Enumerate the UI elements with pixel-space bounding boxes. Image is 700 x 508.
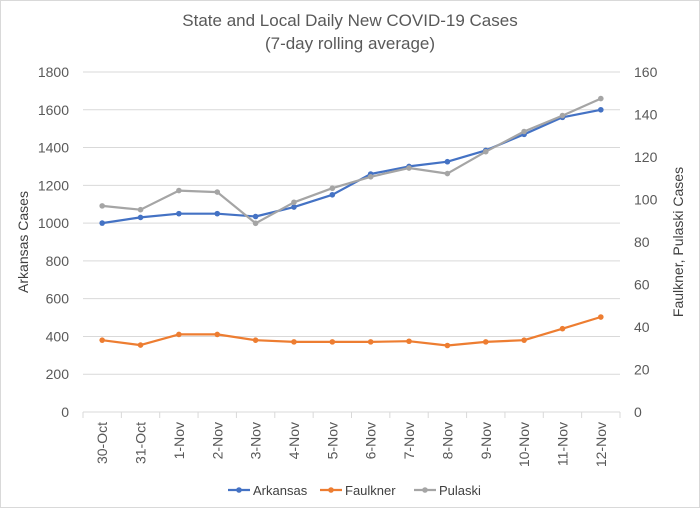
x-axis-ticks: 30-Oct 31-Oct 1-Nov 2-Nov 3-Nov 4-Nov 5-Nov 6-N…: [82, 412, 621, 467]
x-tick-label: 31-Oct: [133, 422, 149, 464]
data-point-arkansas: [99, 220, 105, 226]
left-tick-label: 1400: [38, 140, 69, 156]
data-point-arkansas: [176, 210, 182, 217]
left-tick-label: 1000: [38, 215, 69, 231]
x-tick-label: 1-Nov: [171, 422, 187, 459]
right-tick-label: 20: [634, 362, 650, 378]
x-tick-label: 10-Nov: [516, 422, 532, 467]
data-point-pulaski: [482, 148, 489, 155]
data-point-faulkner: [521, 337, 527, 343]
left-tick-label: 1600: [38, 102, 69, 118]
x-tick-label: 2-Nov: [209, 422, 225, 459]
data-point-pulaski: [521, 128, 527, 135]
legend-label-pulaski: Pulaski: [439, 483, 481, 498]
x-tick-label: 8-Nov: [439, 422, 455, 459]
right-tick-label: 160: [634, 64, 658, 80]
data-point-pulaski: [291, 199, 297, 206]
data-point-arkansas: [444, 158, 451, 165]
data-point-faulkner: [406, 338, 412, 345]
left-tick-label: 600: [46, 291, 70, 307]
data-point-pulaski: [406, 165, 412, 171]
left-tick-label: 0: [61, 404, 69, 420]
data-point-pulaski: [367, 173, 374, 180]
series-line-faulkner: [102, 315, 602, 347]
series-line-pulaski: [102, 97, 602, 225]
data-point-faulkner: [598, 314, 604, 320]
data-point-faulkner: [482, 339, 489, 345]
data-point-faulkner: [367, 339, 374, 345]
legend-label-faulkner: Faulkner: [345, 483, 396, 498]
data-point-arkansas: [137, 214, 144, 221]
x-tick-label: 5-Nov: [324, 422, 340, 459]
left-tick-label: 1200: [38, 177, 69, 193]
data-point-pulaski: [329, 185, 336, 192]
data-point-pulaski: [176, 187, 182, 194]
x-tick-label: 6-Nov: [363, 422, 379, 459]
left-tick-label: 800: [46, 253, 70, 269]
data-point-pulaski: [598, 95, 604, 102]
left-tick-label: 1800: [38, 64, 69, 80]
legend-label-arkansas: Arkansas: [253, 483, 308, 498]
right-axis-ticks: 0 20 40 60 80 100 120 140 160: [634, 64, 658, 420]
data-point-pulaski: [99, 203, 105, 209]
right-tick-label: 80: [634, 234, 650, 250]
right-tick-label: 140: [634, 107, 658, 123]
data-point-pulaski: [214, 189, 221, 195]
data-point-arkansas: [291, 204, 297, 210]
right-tick-label: 0: [634, 404, 642, 420]
data-point-pulaski: [252, 220, 259, 227]
data-point-faulkner: [99, 337, 105, 343]
left-axis-label: Arkansas Cases: [15, 191, 31, 293]
series-group: [99, 95, 604, 349]
x-tick-label: 30-Oct: [94, 422, 110, 464]
data-point-arkansas: [252, 213, 259, 220]
x-tick-label: 12-Nov: [593, 422, 609, 467]
data-point-faulkner: [291, 339, 297, 345]
legend-marker-arkansas: [236, 487, 242, 493]
data-point-arkansas: [598, 106, 604, 113]
left-tick-label: 400: [46, 328, 70, 344]
x-tick-label: 4-Nov: [286, 422, 302, 459]
right-tick-label: 40: [634, 319, 650, 335]
data-point-pulaski: [137, 206, 144, 213]
data-point-faulkner: [252, 337, 259, 343]
data-point-faulkner: [329, 339, 336, 345]
right-tick-label: 60: [634, 277, 650, 293]
chart-title: State and Local Daily New COVID-19 Cases: [182, 11, 517, 30]
legend-marker-pulaski: [422, 487, 428, 493]
series-line-arkansas: [102, 108, 602, 225]
legend-marker-faulkner: [328, 487, 334, 493]
gridlines: [83, 71, 620, 413]
legend: Arkansas Faulkner Pulaski: [228, 483, 481, 498]
data-point-pulaski: [559, 112, 566, 119]
right-tick-label: 100: [634, 192, 658, 208]
left-tick-label: 200: [46, 366, 70, 382]
data-point-pulaski: [444, 170, 451, 177]
data-point-arkansas: [329, 191, 336, 198]
data-point-arkansas: [214, 210, 221, 217]
data-point-faulkner: [559, 325, 566, 332]
chart-subtitle: (7-day rolling average): [265, 34, 435, 53]
x-tick-label: 7-Nov: [401, 422, 417, 459]
x-tick-label: 3-Nov: [248, 422, 264, 459]
right-axis-label: Faulkner, Pulaski Cases: [670, 167, 686, 317]
data-point-faulkner: [176, 331, 182, 338]
x-tick-label: 9-Nov: [478, 422, 494, 459]
data-point-faulkner: [444, 342, 451, 349]
data-point-faulkner: [214, 331, 221, 338]
data-point-faulkner: [137, 342, 144, 348]
right-tick-label: 120: [634, 149, 658, 165]
x-tick-label: 11-Nov: [554, 422, 570, 466]
left-axis-ticks: 0 200 400 600 800 1000 1200 1400 1600 1800: [38, 64, 69, 420]
